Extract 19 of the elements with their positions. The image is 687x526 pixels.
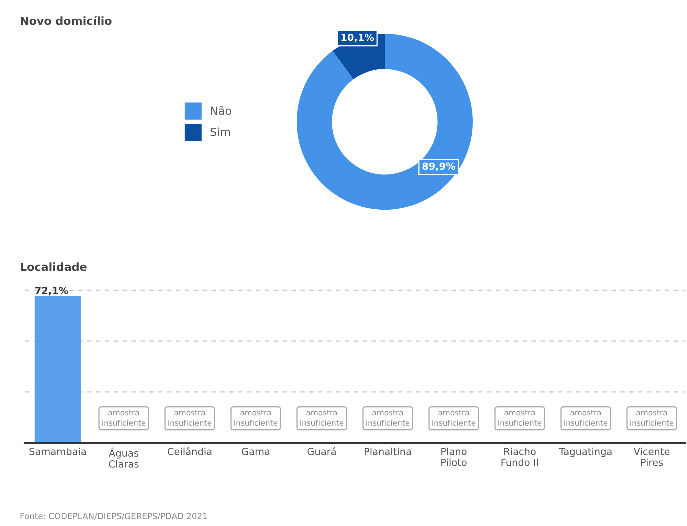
data-label: 72,1% [36,287,68,296]
x-tick-label: Vicente Pires [634,448,670,466]
x-tick-label: Plano Piloto [442,448,467,466]
x-tick-label: Planaltina [364,448,412,456]
data-label: 89,9% [422,162,456,172]
text: Novo domicílio [21,16,112,26]
x-tick-label: Gama [242,448,270,456]
x-tick-label: Riacho Fundo II [502,448,538,466]
x-tick-label: Taguatinga [559,448,612,458]
data-label: 10,1% [342,34,374,42]
donut-slice [297,34,473,210]
legend-label: Não [211,106,232,116]
x-tick-label: Samambaia [30,448,86,456]
x-tick-label: Águas Claras [109,448,139,468]
chart-title: Localidade [21,262,87,272]
x-tick-label: Guará [308,447,336,456]
legend-label: Sim [210,128,230,136]
x-tick-label: Ceilândia [168,447,212,456]
source-note: Fonte: CODEPLAN/DIEPS/GEREPS/PDAD 2021 [20,513,208,520]
